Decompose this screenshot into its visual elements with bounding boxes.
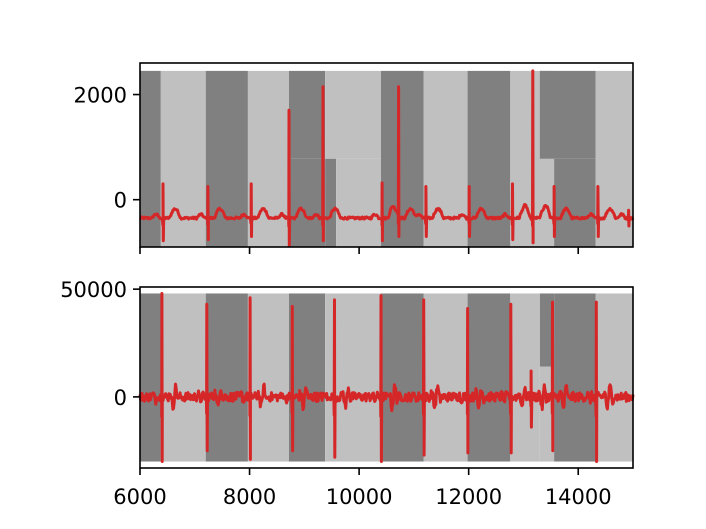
x-tick-label-2: 10000 (326, 485, 393, 509)
background-band-10 (423, 70, 468, 247)
background-band-0 (140, 293, 161, 462)
signal-line (138, 292, 635, 463)
background-band-13 (554, 158, 596, 247)
y-tick-label-1: 2000 (74, 84, 127, 108)
background-band-10 (539, 293, 555, 367)
x-tick-label-4: 14000 (545, 485, 612, 509)
background-band-6 (381, 293, 424, 462)
signal-line (138, 69, 635, 248)
y-tick-label-1: 50000 (60, 278, 127, 302)
background-band-3 (247, 293, 289, 462)
background-band-1 (160, 70, 206, 247)
background-band-8 (336, 158, 382, 247)
background-band-6 (325, 158, 337, 247)
background-band-7 (423, 293, 468, 462)
x-tick-label-3: 12000 (435, 485, 502, 509)
axes-frame (139, 62, 634, 248)
background-band-0 (140, 70, 161, 247)
background-band-9 (510, 293, 540, 462)
y-tick-label-0: 0 (114, 189, 127, 213)
axes-frame (139, 286, 634, 469)
background-band-5 (288, 158, 326, 247)
background-band-1 (160, 293, 206, 462)
background-band-7 (325, 70, 382, 159)
background-band-13 (595, 293, 633, 462)
x-tick-label-0: 6000 (113, 485, 166, 509)
background-band-4 (288, 293, 326, 462)
background-band-14 (539, 70, 596, 159)
background-band-9 (381, 70, 424, 247)
background-band-11 (467, 70, 511, 247)
background-band-3 (247, 70, 289, 247)
x-tick-label-1: 8000 (223, 485, 276, 509)
background-band-8 (467, 293, 511, 462)
y-tick-label-0: 0 (114, 386, 127, 410)
top-panel: 0 2000 (74, 62, 635, 254)
background-band-2 (205, 293, 248, 462)
background-band-4 (288, 70, 326, 159)
background-band-12 (554, 293, 596, 462)
background-band-2 (205, 70, 248, 247)
bottom-panel: 0 50000 6000 8000 10000 12000 14000 (60, 278, 635, 509)
